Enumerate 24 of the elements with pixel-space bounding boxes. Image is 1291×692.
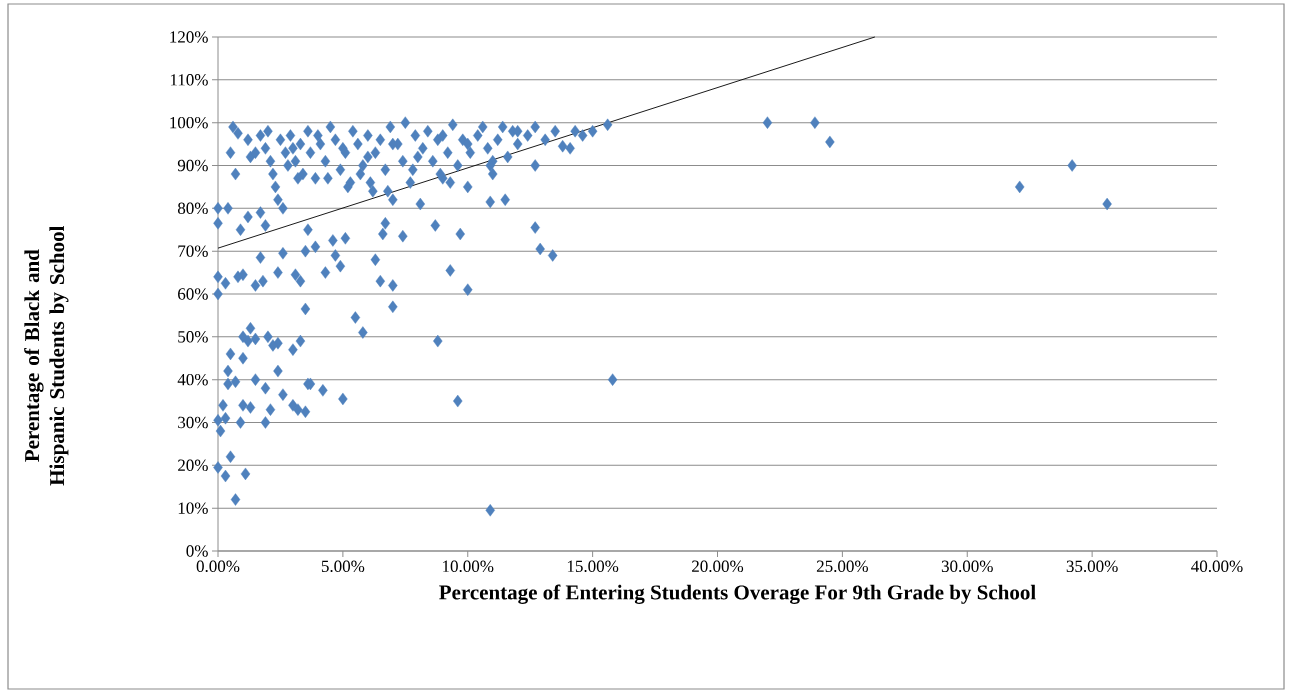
y-tick-label: 70% [178,245,208,257]
x-tick-label: 30.00% [941,560,993,573]
x-tick-label: 25.00% [816,560,868,573]
y-tick-label: 30% [178,416,208,429]
y-tick-label: 120% [170,31,208,43]
x-tick-label: 20.00% [692,560,744,573]
y-tick-label: 100% [170,116,208,129]
y-tick-label: 90% [177,159,208,172]
x-axis-title: Percentage of Entering Students Overage For 9th Grade by School [439,584,1036,604]
y-tick-label: 20% [178,459,208,472]
x-tick-label: 35.00% [1066,560,1118,573]
y-tick-label: 0% [186,545,208,557]
x-tick-label: 40.00% [1191,560,1243,573]
y-tick-label: 110% [170,74,208,86]
y-tick-label: 50% [178,331,208,343]
x-tick-label: 15.00% [567,560,619,573]
x-tick-label: 10.00% [443,560,494,573]
x-tick-label: 0.00% [196,560,240,573]
y-tick-label: 10% [178,502,208,514]
y-tick-label: 60% [178,288,208,300]
y-axis-title: Perentage of Black and Hispanic Students by School [24,225,69,486]
y-tick-label: 80% [177,202,208,215]
y-tick-label: 40% [177,373,208,386]
x-tick-label: 5.00% [321,560,365,573]
